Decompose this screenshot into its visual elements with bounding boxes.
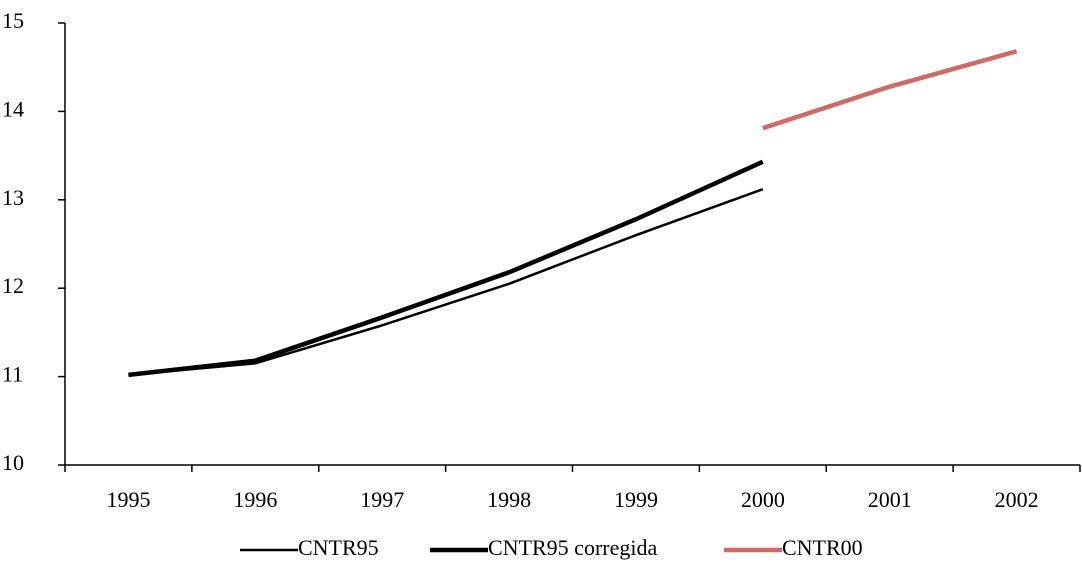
x-tick-label: 1996 (233, 487, 277, 512)
line-series (128, 159, 764, 378)
x-tick-label: 1998 (487, 487, 531, 512)
y-tick-label: 11 (2, 362, 23, 387)
x-tick-label: 2001 (868, 487, 912, 512)
x-tick-label: 2000 (741, 487, 785, 512)
y-tick-label: 13 (2, 185, 24, 210)
legend-label: CNTR95 (298, 535, 379, 560)
y-tick-label: 14 (2, 96, 24, 121)
x-tick-label: 1997 (360, 487, 404, 512)
y-tick-label: 10 (2, 450, 24, 475)
line-series (762, 49, 1018, 131)
x-tick-label: 1999 (614, 487, 658, 512)
x-tick-label: 2002 (995, 487, 1039, 512)
legend-label: CNTR00 (782, 535, 863, 560)
line-series (128, 188, 764, 377)
y-tick-label: 15 (2, 8, 24, 33)
y-tick-label: 12 (2, 273, 24, 298)
x-tick-label: 1995 (106, 487, 150, 512)
legend-label: CNTR95 corregida (488, 535, 657, 560)
